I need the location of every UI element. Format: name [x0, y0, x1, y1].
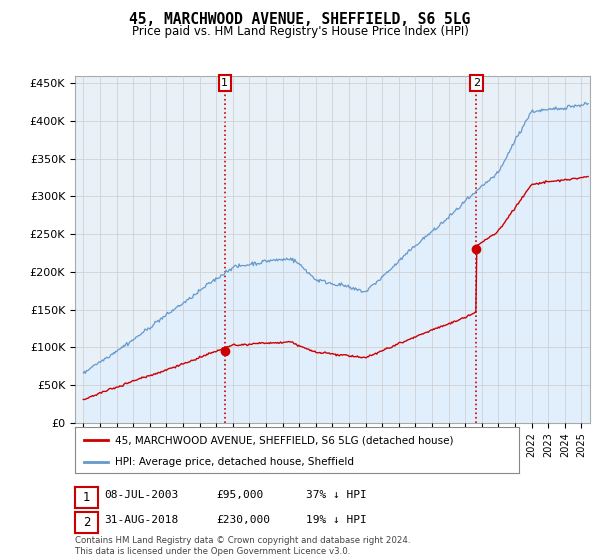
- Text: 2: 2: [83, 516, 90, 529]
- Text: 31-AUG-2018: 31-AUG-2018: [104, 515, 178, 525]
- Text: £230,000: £230,000: [216, 515, 270, 525]
- Text: 19% ↓ HPI: 19% ↓ HPI: [306, 515, 367, 525]
- Text: HPI: Average price, detached house, Sheffield: HPI: Average price, detached house, Shef…: [115, 457, 354, 466]
- Text: 1: 1: [83, 491, 90, 505]
- Text: Contains HM Land Registry data © Crown copyright and database right 2024.
This d: Contains HM Land Registry data © Crown c…: [75, 536, 410, 556]
- Text: 2: 2: [473, 78, 480, 88]
- Text: Price paid vs. HM Land Registry's House Price Index (HPI): Price paid vs. HM Land Registry's House …: [131, 25, 469, 38]
- Text: 37% ↓ HPI: 37% ↓ HPI: [306, 490, 367, 500]
- Text: £95,000: £95,000: [216, 490, 263, 500]
- Text: 45, MARCHWOOD AVENUE, SHEFFIELD, S6 5LG: 45, MARCHWOOD AVENUE, SHEFFIELD, S6 5LG: [130, 12, 470, 27]
- Text: 08-JUL-2003: 08-JUL-2003: [104, 490, 178, 500]
- Text: 1: 1: [221, 78, 228, 88]
- Text: 45, MARCHWOOD AVENUE, SHEFFIELD, S6 5LG (detached house): 45, MARCHWOOD AVENUE, SHEFFIELD, S6 5LG …: [115, 435, 454, 445]
